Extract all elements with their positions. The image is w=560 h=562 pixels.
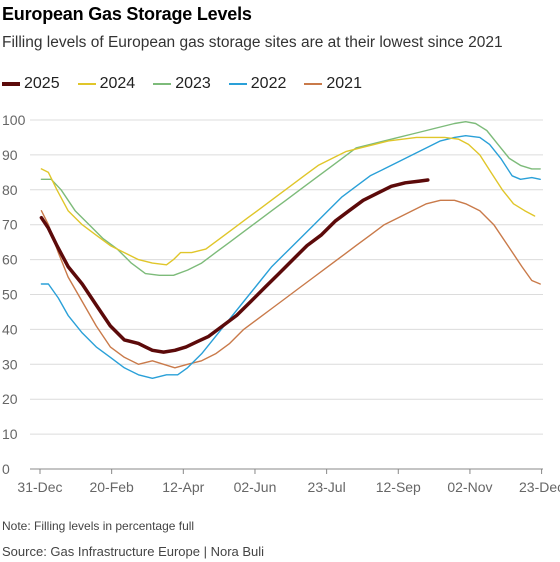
legend-item-2025: 2025: [2, 75, 60, 93]
y-tick-label: 0: [2, 461, 10, 477]
legend-item-2021: 2021: [304, 75, 362, 93]
x-tick-label: 12-Apr: [162, 479, 204, 495]
chart-title: European Gas Storage Levels: [2, 4, 252, 24]
legend-swatch: [2, 82, 20, 86]
x-tick-label: 02-Jun: [234, 479, 277, 495]
chart-note: Note: Filling levels in percentage full: [2, 519, 195, 533]
series-line-2023: [40, 121, 541, 276]
legend-label: 2025: [24, 75, 60, 92]
legend-swatch: [153, 83, 172, 85]
y-tick-label: 100: [2, 112, 26, 128]
legend-label: 2023: [175, 75, 211, 92]
legend-label: 2021: [326, 75, 362, 92]
x-tick-label: 23-Jul: [308, 479, 346, 495]
chart-legend: 2025 2024 2023 2022 2021: [2, 73, 380, 95]
series-line-2025: [39, 178, 430, 354]
legend-item-2023: 2023: [153, 75, 211, 93]
legend-swatch: [228, 83, 247, 85]
y-tick-label: 20: [2, 391, 18, 407]
legend-swatch: [304, 83, 323, 85]
legend-label: 2024: [99, 75, 136, 92]
y-tick-label: 80: [2, 182, 18, 198]
x-tick-label: 12-Sep: [376, 479, 421, 495]
y-tick-label: 90: [2, 147, 18, 163]
chart-source: Source: Gas Infrastructure Europe | Nora…: [2, 544, 265, 559]
chart-subtitle: Filling levels of European gas storage s…: [2, 34, 503, 51]
line-chart: 0 10 20 30 40 50 60 70 80 90 100 31-Dec 20-Feb 12-Apr…: [2, 112, 560, 495]
legend-item-2022: 2022: [228, 75, 287, 93]
x-tick-label: 31-Dec: [17, 479, 62, 495]
y-tick-label: 60: [2, 252, 18, 268]
series-line-2024: [40, 136, 536, 266]
legend-label: 2022: [250, 75, 287, 92]
x-tick-label: 23-Dec: [519, 479, 560, 495]
legend-swatch: [77, 83, 96, 85]
x-tick-label: 20-Feb: [89, 479, 134, 495]
y-tick-label: 40: [2, 321, 18, 337]
legend-item-2024: 2024: [77, 75, 136, 93]
series-line-2022: [40, 135, 541, 379]
y-tick-label: 70: [2, 217, 18, 233]
y-tick-label: 50: [2, 287, 18, 303]
y-tick-label: 10: [2, 426, 18, 442]
y-tick-label: 30: [2, 356, 18, 372]
x-tick-label: 02-Nov: [447, 479, 492, 495]
series-line-2021: [40, 199, 541, 369]
